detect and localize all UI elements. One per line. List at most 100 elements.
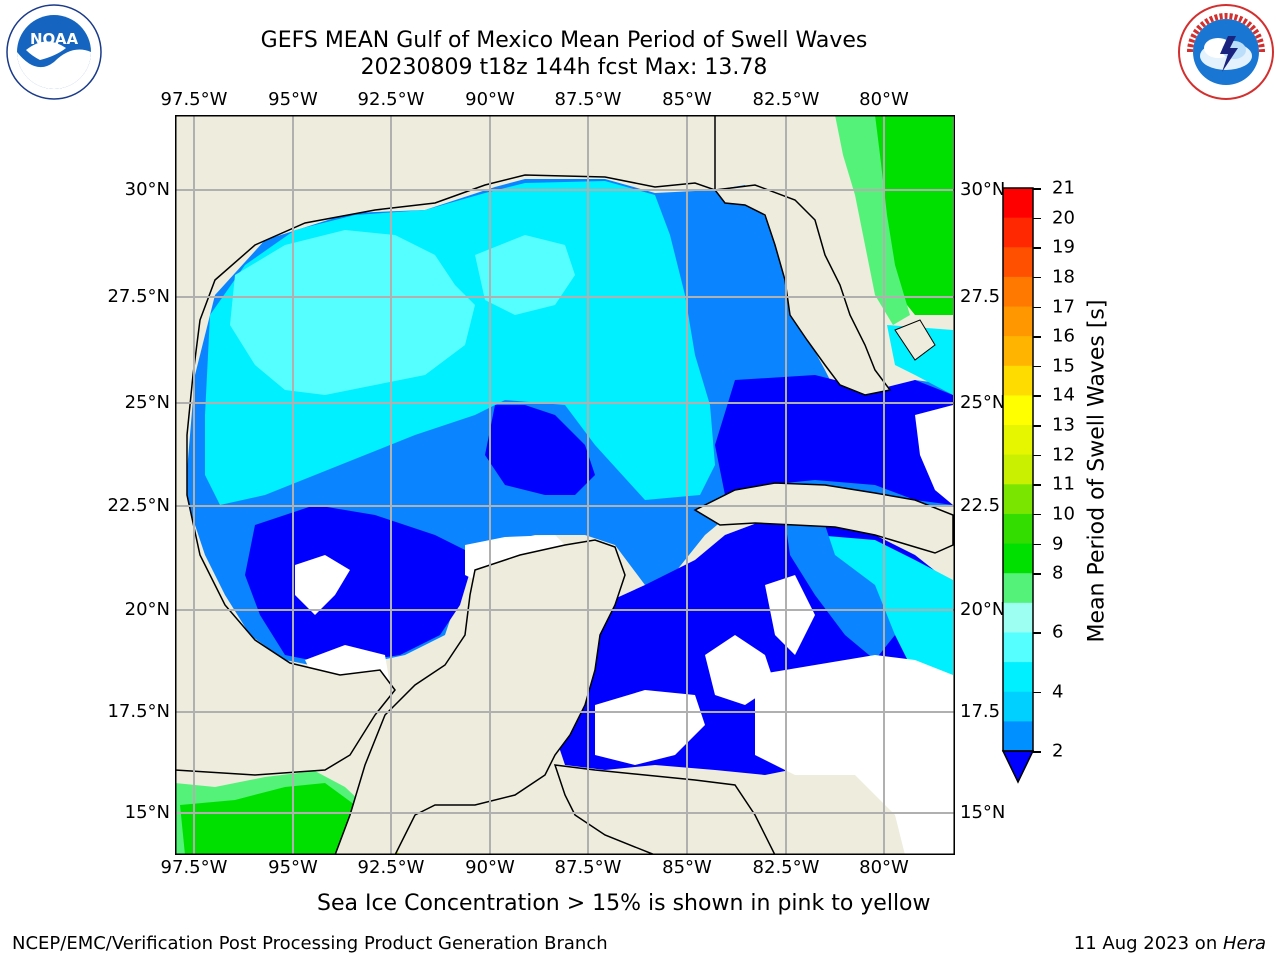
colorbar-segment	[1003, 513, 1033, 545]
colorbar-segment	[1003, 336, 1033, 367]
colorbar-segment	[1003, 306, 1033, 337]
lon-tick-bottom: 87.5°W	[554, 857, 622, 878]
colorbar-segment	[1003, 247, 1033, 278]
lon-tick-top: 85°W	[662, 89, 712, 110]
colorbar-segment	[1003, 395, 1033, 426]
footer-host: Hera	[1222, 933, 1266, 954]
lon-tick-bottom: 82.5°W	[752, 857, 820, 878]
colorbar-tick-label: 2	[1052, 740, 1064, 762]
colorbar-tick-label: 15	[1052, 355, 1075, 377]
colorbar-segment	[1003, 602, 1033, 633]
land-yucatan	[334, 539, 626, 855]
lat-tick-right: 15°N	[960, 802, 1006, 823]
colorbar-segment	[1003, 691, 1033, 722]
noaa-wordmark: NOAA	[29, 30, 79, 48]
land-cuba	[693, 482, 954, 554]
sea-ice-caption: Sea Ice Concentration > 15% is shown in …	[317, 891, 931, 916]
chart-subtitle: 20230809 t18z 144h fcst Max: 13.78	[360, 55, 768, 80]
lon-tick-bottom: 97.5°W	[160, 857, 228, 878]
colorbar-tick-label: 6	[1052, 621, 1064, 643]
noaa-logo: NOAA	[6, 4, 102, 100]
colorbar-segment	[1003, 484, 1033, 515]
land-central-america	[553, 764, 776, 855]
gulf-water-deep	[715, 375, 953, 505]
colorbar-tick-label: 10	[1052, 503, 1075, 525]
lon-tick-top: 97.5°W	[160, 89, 228, 110]
colorbar-segment	[1003, 662, 1033, 693]
colorbar-tick-mark	[1033, 336, 1041, 338]
footer-date-text: 11 Aug 2023 on	[1073, 933, 1223, 954]
lat-tick-left: 25°N	[124, 392, 170, 413]
lat-tick-left: 20°N	[124, 599, 170, 620]
lon-tick-bottom: 80°W	[859, 857, 909, 878]
map-frame	[175, 115, 955, 855]
missing-data-area	[595, 690, 705, 765]
lon-tick-top: 82.5°W	[752, 89, 820, 110]
colorbar-tick-label: 8	[1052, 562, 1064, 584]
gulf-water-deep	[245, 505, 475, 665]
lat-tick-right: 22.5	[960, 495, 1001, 516]
lat-tick-right: 25°N	[960, 392, 1006, 413]
colorbar-tick-mark	[1033, 751, 1041, 753]
colorbar-label: Mean Period of Swell Waves [s]	[1084, 299, 1110, 643]
lat-tick-left: 30°N	[124, 179, 170, 200]
colorbar-frame	[1002, 187, 1034, 752]
missing-data-area	[915, 405, 953, 505]
colorbar-segment	[1003, 365, 1033, 396]
colorbar-tick-label: 14	[1052, 384, 1075, 406]
colorbar-tick-label: 20	[1052, 207, 1075, 229]
colorbar-tick-label: 16	[1052, 325, 1075, 347]
colorbar-tick-label: 11	[1052, 473, 1075, 495]
chart-title: GEFS MEAN Gulf of Mexico Mean Period of …	[260, 28, 868, 53]
lat-tick-right: 20°N	[960, 599, 1006, 620]
lon-tick-top: 90°W	[465, 89, 515, 110]
colorbar-tick-mark	[1033, 543, 1041, 546]
colorbar-tick-mark	[1033, 365, 1041, 368]
colorbar-tick-mark	[1033, 217, 1041, 220]
lat-tick-left: 22.5°N	[107, 495, 170, 516]
lat-tick-right: 17.5	[960, 701, 1001, 722]
colorbar-tick-mark	[1033, 454, 1041, 457]
footer-date: 11 Aug 2023 on Hera	[1074, 933, 1266, 954]
nws-logo	[1176, 2, 1276, 102]
colorbar-tick-mark	[1033, 306, 1041, 309]
colorbar-tick-mark	[1033, 395, 1041, 397]
lon-tick-bottom: 92.5°W	[357, 857, 425, 878]
gulf-water-light-cyan	[475, 235, 575, 315]
colorbar-tick-label: 12	[1052, 444, 1075, 466]
land-florida	[713, 184, 892, 396]
atlantic-water-light-green	[835, 115, 910, 325]
lat-tick-right: 27.5	[960, 286, 1001, 307]
lat-tick-left: 17.5°N	[107, 701, 170, 722]
lon-tick-bottom: 85°W	[662, 857, 712, 878]
colorbar-tick-mark	[1033, 247, 1041, 249]
colorbar-tick-mark	[1033, 484, 1041, 486]
colorbar-extend-triangle	[1001, 750, 1035, 784]
colorbar-segment	[1003, 454, 1033, 485]
colorbar-tick-mark	[1033, 691, 1041, 694]
colorbar-tick-mark	[1033, 425, 1041, 427]
colorbar-segment	[1003, 425, 1033, 456]
lon-tick-top: 80°W	[859, 89, 909, 110]
missing-data-area	[295, 555, 350, 615]
lon-tick-top: 87.5°W	[554, 89, 622, 110]
gulf-water-deep	[485, 405, 595, 495]
colorbar-tick-mark	[1033, 573, 1041, 575]
colorbar-segment	[1003, 543, 1033, 574]
lat-tick-left: 15°N	[124, 802, 170, 823]
colorbar-tick-mark	[1033, 188, 1041, 190]
map-panel	[175, 115, 955, 855]
land-mexico-west	[175, 115, 716, 776]
colorbar-segment	[1003, 276, 1033, 308]
lat-tick-left: 27.5°N	[107, 286, 170, 307]
caribbean-water-mid	[785, 520, 895, 660]
gulf-water-light-cyan	[230, 230, 475, 395]
land-bahamas	[894, 319, 936, 361]
colorbar-tick-label: 18	[1052, 266, 1075, 288]
colorbar-tick-mark	[1033, 276, 1041, 279]
colorbar-tick-label: 4	[1052, 681, 1064, 703]
colorbar-tick-label: 13	[1052, 414, 1075, 436]
colorbar-tick-label: 21	[1052, 177, 1075, 199]
missing-data-area	[765, 575, 815, 655]
lon-tick-bottom: 90°W	[465, 857, 515, 878]
